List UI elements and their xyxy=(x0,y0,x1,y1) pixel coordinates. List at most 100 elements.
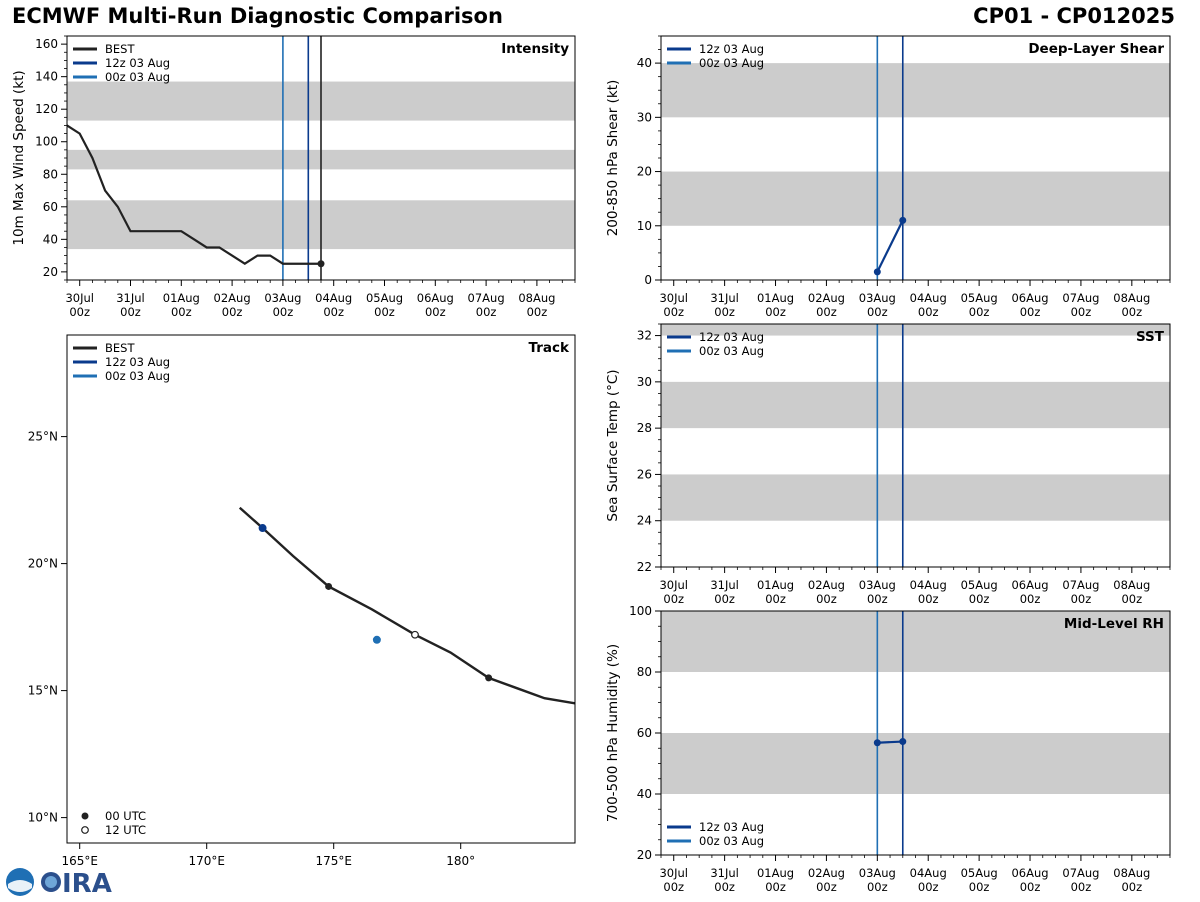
sst-y-tick-label: 24 xyxy=(637,514,652,528)
shear-y-tick-label: 0 xyxy=(644,273,652,287)
cira-logo: IRA xyxy=(4,866,114,899)
rh-threshold-band xyxy=(661,733,1170,794)
track-run-point xyxy=(372,635,381,644)
shear-x-tick-label: 00z xyxy=(1071,305,1092,319)
rh-x-tick-label: 00z xyxy=(1071,880,1092,894)
sst-x-tick-label: 00z xyxy=(765,592,786,606)
shear-threshold-band xyxy=(661,63,1170,118)
track-y-tick-label: 10°N xyxy=(28,811,58,825)
rh-x-tick-label: 00z xyxy=(969,880,990,894)
intensity-x-tick-label: 07Aug xyxy=(468,291,505,305)
rh-y-axis-label: 700-500 hPa Humidity (%) xyxy=(605,644,621,822)
rh-threshold-band xyxy=(661,611,1170,672)
rh-x-tick-label: 00z xyxy=(765,880,786,894)
shear-y-tick-label: 30 xyxy=(637,110,652,124)
rh-x-tick-label: 00z xyxy=(663,880,684,894)
rh-x-tick-label: 00z xyxy=(918,880,939,894)
track-legend-12utc-label: 12 UTC xyxy=(105,823,146,837)
rh-y-tick-label: 20 xyxy=(637,848,652,862)
rh-y-tick-label: 100 xyxy=(629,604,652,618)
intensity-x-tick-label: 03Aug xyxy=(264,291,301,305)
sst-x-tick-label: 00z xyxy=(663,592,684,606)
track-x-tick-label: 170°E xyxy=(188,854,225,868)
intensity-x-tick-label: 06Aug xyxy=(417,291,454,305)
sst-x-tick-label: 00z xyxy=(1121,592,1142,606)
intensity-y-axis-label: 10m Max Wind Speed (kt) xyxy=(11,70,27,245)
shear-x-tick-label: 30Jul xyxy=(659,291,688,305)
rh-y-tick-label: 80 xyxy=(637,665,652,679)
track-00utc-marker xyxy=(325,582,333,590)
intensity-x-tick-label: 00z xyxy=(222,305,243,319)
figure-title: ECMWF Multi-Run Diagnostic Comparison xyxy=(12,4,503,28)
intensity-legend-label: BEST xyxy=(105,42,135,56)
rh-x-tick-label: 04Aug xyxy=(910,866,947,880)
shear-x-tick-label: 07Aug xyxy=(1062,291,1099,305)
shear-y-tick-label: 20 xyxy=(637,165,652,179)
sst-x-tick-label: 04Aug xyxy=(910,578,947,592)
track-legend-00utc-label: 00 UTC xyxy=(105,809,146,823)
rh-point xyxy=(873,739,881,747)
intensity-x-tick-label: 01Aug xyxy=(163,291,200,305)
sst-frame xyxy=(660,323,1171,568)
sst-panel-title: SST xyxy=(1136,329,1165,345)
shear-x-tick-label: 00z xyxy=(1020,305,1041,319)
shear-x-tick-label: 00z xyxy=(918,305,939,319)
rh-x-tick-label: 05Aug xyxy=(961,866,998,880)
shear-x-tick-label: 00z xyxy=(867,305,888,319)
sst-legend-label: 12z 03 Aug xyxy=(699,330,764,344)
intensity-x-tick-label: 30Jul xyxy=(65,291,94,305)
sst-y-tick-label: 26 xyxy=(637,467,652,481)
shear-x-tick-label: 02Aug xyxy=(808,291,845,305)
track-legend-label: 00z 03 Aug xyxy=(105,369,170,383)
shear-series-line xyxy=(876,219,904,273)
shear-x-tick-label: 08Aug xyxy=(1113,291,1150,305)
intensity-x-tick-label: 00z xyxy=(120,305,141,319)
track-00utc-marker xyxy=(485,674,493,682)
sst-threshold-band xyxy=(661,474,1170,521)
intensity-x-tick-label: 00z xyxy=(171,305,192,319)
sst-x-tick-label: 00z xyxy=(918,592,939,606)
shear-x-tick-label: 04Aug xyxy=(910,291,947,305)
intensity-x-tick-label: 00z xyxy=(323,305,344,319)
shear-legend-label: 12z 03 Aug xyxy=(699,42,764,56)
intensity-y-tick-label: 40 xyxy=(43,232,58,246)
rh-legend-label: 00z 03 Aug xyxy=(699,834,764,848)
sst-plot-area xyxy=(661,324,1170,567)
intensity-x-tick-label: 31Jul xyxy=(116,291,145,305)
intensity-panel-title: Intensity xyxy=(501,41,569,57)
sst-threshold-band xyxy=(661,381,1170,429)
track-legend-label: BEST xyxy=(105,341,135,355)
rh-series-line xyxy=(877,740,903,744)
shear-panel-title: Deep-Layer Shear xyxy=(1028,41,1164,57)
sst-y-tick-label: 32 xyxy=(637,329,652,343)
sst-x-tick-label: 00z xyxy=(714,592,735,606)
shear-x-tick-label: 05Aug xyxy=(961,291,998,305)
track-best-line xyxy=(238,506,575,705)
intensity-y-tick-label: 60 xyxy=(43,200,58,214)
track-frame xyxy=(66,334,576,844)
shear-x-tick-label: 00z xyxy=(714,305,735,319)
shear-x-tick-label: 06Aug xyxy=(1011,291,1048,305)
sst-y-tick-label: 22 xyxy=(637,560,652,574)
shear-x-tick-label: 00z xyxy=(765,305,786,319)
rh-x-tick-label: 00z xyxy=(714,880,735,894)
shear-threshold-band xyxy=(661,171,1170,226)
intensity-best-marker xyxy=(317,260,325,268)
track-x-tick-label: 175°E xyxy=(315,854,352,868)
shear-x-tick-label: 00z xyxy=(663,305,684,319)
intensity-y-tick-label: 160 xyxy=(35,37,58,51)
shear-y-axis-label: 200-850 hPa Shear (kt) xyxy=(605,80,621,237)
track-panel-title: Track xyxy=(529,340,570,356)
intensity-x-tick-label: 05Aug xyxy=(366,291,403,305)
sst-x-tick-label: 30Jul xyxy=(659,578,688,592)
rh-x-tick-label: 00z xyxy=(816,880,837,894)
shear-x-tick-label: 01Aug xyxy=(757,291,794,305)
svg-text:IRA: IRA xyxy=(62,869,112,898)
intensity-x-tick-label: 00z xyxy=(374,305,395,319)
shear-x-tick-label: 00z xyxy=(969,305,990,319)
shear-point xyxy=(873,268,881,276)
rh-x-tick-label: 30Jul xyxy=(659,866,688,880)
rh-x-tick-label: 02Aug xyxy=(808,866,845,880)
shear-y-tick-label: 40 xyxy=(637,56,652,70)
